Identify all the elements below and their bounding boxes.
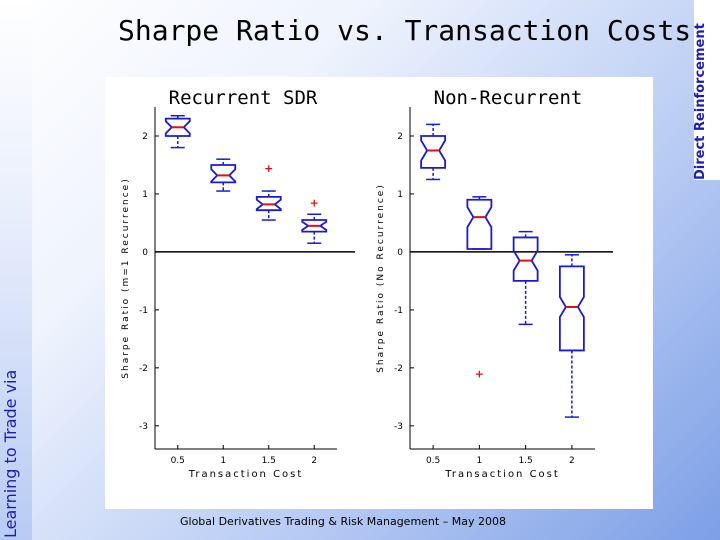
- x-tick-label: 2: [311, 456, 317, 466]
- box-body: [255, 195, 282, 212]
- outlier-marker: +: [264, 162, 273, 175]
- x-tick-label: 2: [569, 456, 575, 466]
- y-tick-label: 2: [397, 132, 403, 142]
- boxplot-figure: Recurrent SDR -3 -2 -1 0 1 2 0.5 1 1.5 2 Transactio…: [121, 87, 613, 480]
- right-side-bar: [694, 0, 720, 180]
- side-label-right: Direct Reinforcement: [693, 23, 708, 180]
- box-body: [558, 265, 585, 352]
- x-axis-label: Transaction Cost: [188, 469, 304, 480]
- y-tick-label: -3: [394, 422, 403, 432]
- chart-panel: Recurrent SDR -3 -2 -1 0 1 2 0.5 1 1.5 2 Transactio…: [105, 77, 653, 509]
- x-tick-label: 0.5: [426, 456, 440, 466]
- x-tick-label: 1.5: [518, 456, 532, 466]
- y-tick-label: 0: [397, 248, 403, 258]
- x-tick-label: 0.5: [171, 456, 185, 466]
- panel-title: Recurrent SDR: [169, 87, 318, 109]
- y-tick-label: -2: [394, 364, 403, 374]
- y-tick-label: -2: [139, 364, 148, 374]
- x-tick-label: 1: [220, 456, 226, 466]
- y-tick-label: -3: [139, 422, 148, 432]
- box-body: [512, 236, 539, 282]
- x-tick-label: 1.5: [262, 456, 276, 466]
- x-tick-label: 1: [477, 456, 483, 466]
- y-axis-label: Sharpe Ratio (m=1 Recurrence): [121, 177, 131, 378]
- slide-title: Sharpe Ratio vs. Transaction Costs: [118, 14, 692, 47]
- outlier-marker: +: [475, 368, 484, 381]
- outlier-marker: +: [310, 197, 319, 210]
- y-tick-label: 1: [142, 190, 148, 200]
- box-body: [210, 164, 237, 184]
- side-label-left: Learning to Trade via: [1, 369, 20, 538]
- y-tick-label: 1: [397, 190, 403, 200]
- left-side-bar: [0, 0, 32, 540]
- box-body: [420, 135, 447, 169]
- y-tick-label: 0: [142, 248, 148, 258]
- box-body: [301, 219, 328, 233]
- x-axis-label: Transaction Cost: [444, 469, 560, 480]
- y-tick-label: -1: [139, 306, 148, 316]
- y-tick-label: -1: [394, 306, 403, 316]
- panel-title: Non-Recurrent: [434, 87, 583, 109]
- footer-text: Global Derivatives Trading & Risk Manage…: [180, 515, 506, 528]
- y-tick-label: 2: [142, 132, 148, 142]
- y-axis-label: Sharpe Ratio (No Recurrence): [376, 183, 386, 373]
- box-body: [164, 117, 191, 137]
- box-body: [466, 198, 493, 250]
